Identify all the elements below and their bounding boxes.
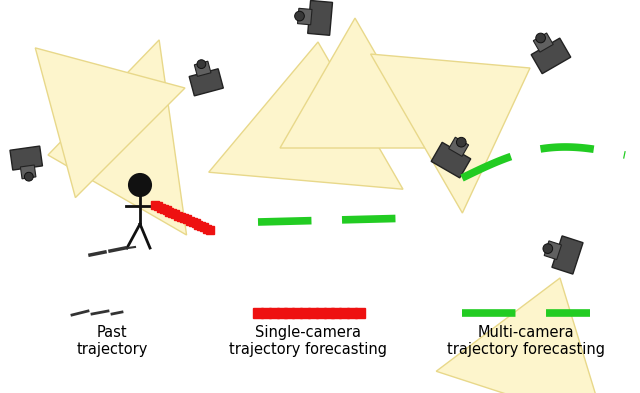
Polygon shape xyxy=(533,33,553,52)
Polygon shape xyxy=(35,48,185,198)
Polygon shape xyxy=(280,18,430,148)
Polygon shape xyxy=(189,69,223,96)
Circle shape xyxy=(197,60,206,68)
Polygon shape xyxy=(436,278,605,393)
Polygon shape xyxy=(449,137,468,156)
Polygon shape xyxy=(298,8,312,25)
Polygon shape xyxy=(48,40,187,235)
Polygon shape xyxy=(195,61,211,76)
Circle shape xyxy=(294,11,305,21)
Text: Multi-camera
trajectory forecasting: Multi-camera trajectory forecasting xyxy=(447,325,605,357)
Text: Single-camera
trajectory forecasting: Single-camera trajectory forecasting xyxy=(229,325,387,357)
Polygon shape xyxy=(431,142,471,178)
Circle shape xyxy=(129,174,151,196)
Circle shape xyxy=(24,172,33,181)
Polygon shape xyxy=(308,0,333,35)
Polygon shape xyxy=(531,38,571,73)
Circle shape xyxy=(543,244,553,253)
Polygon shape xyxy=(544,241,561,260)
Polygon shape xyxy=(20,165,36,179)
Polygon shape xyxy=(552,236,583,274)
Polygon shape xyxy=(209,42,403,189)
Polygon shape xyxy=(371,54,530,213)
Circle shape xyxy=(456,137,466,147)
Polygon shape xyxy=(10,146,42,170)
Text: Past
trajectory: Past trajectory xyxy=(76,325,148,357)
Circle shape xyxy=(536,33,545,43)
